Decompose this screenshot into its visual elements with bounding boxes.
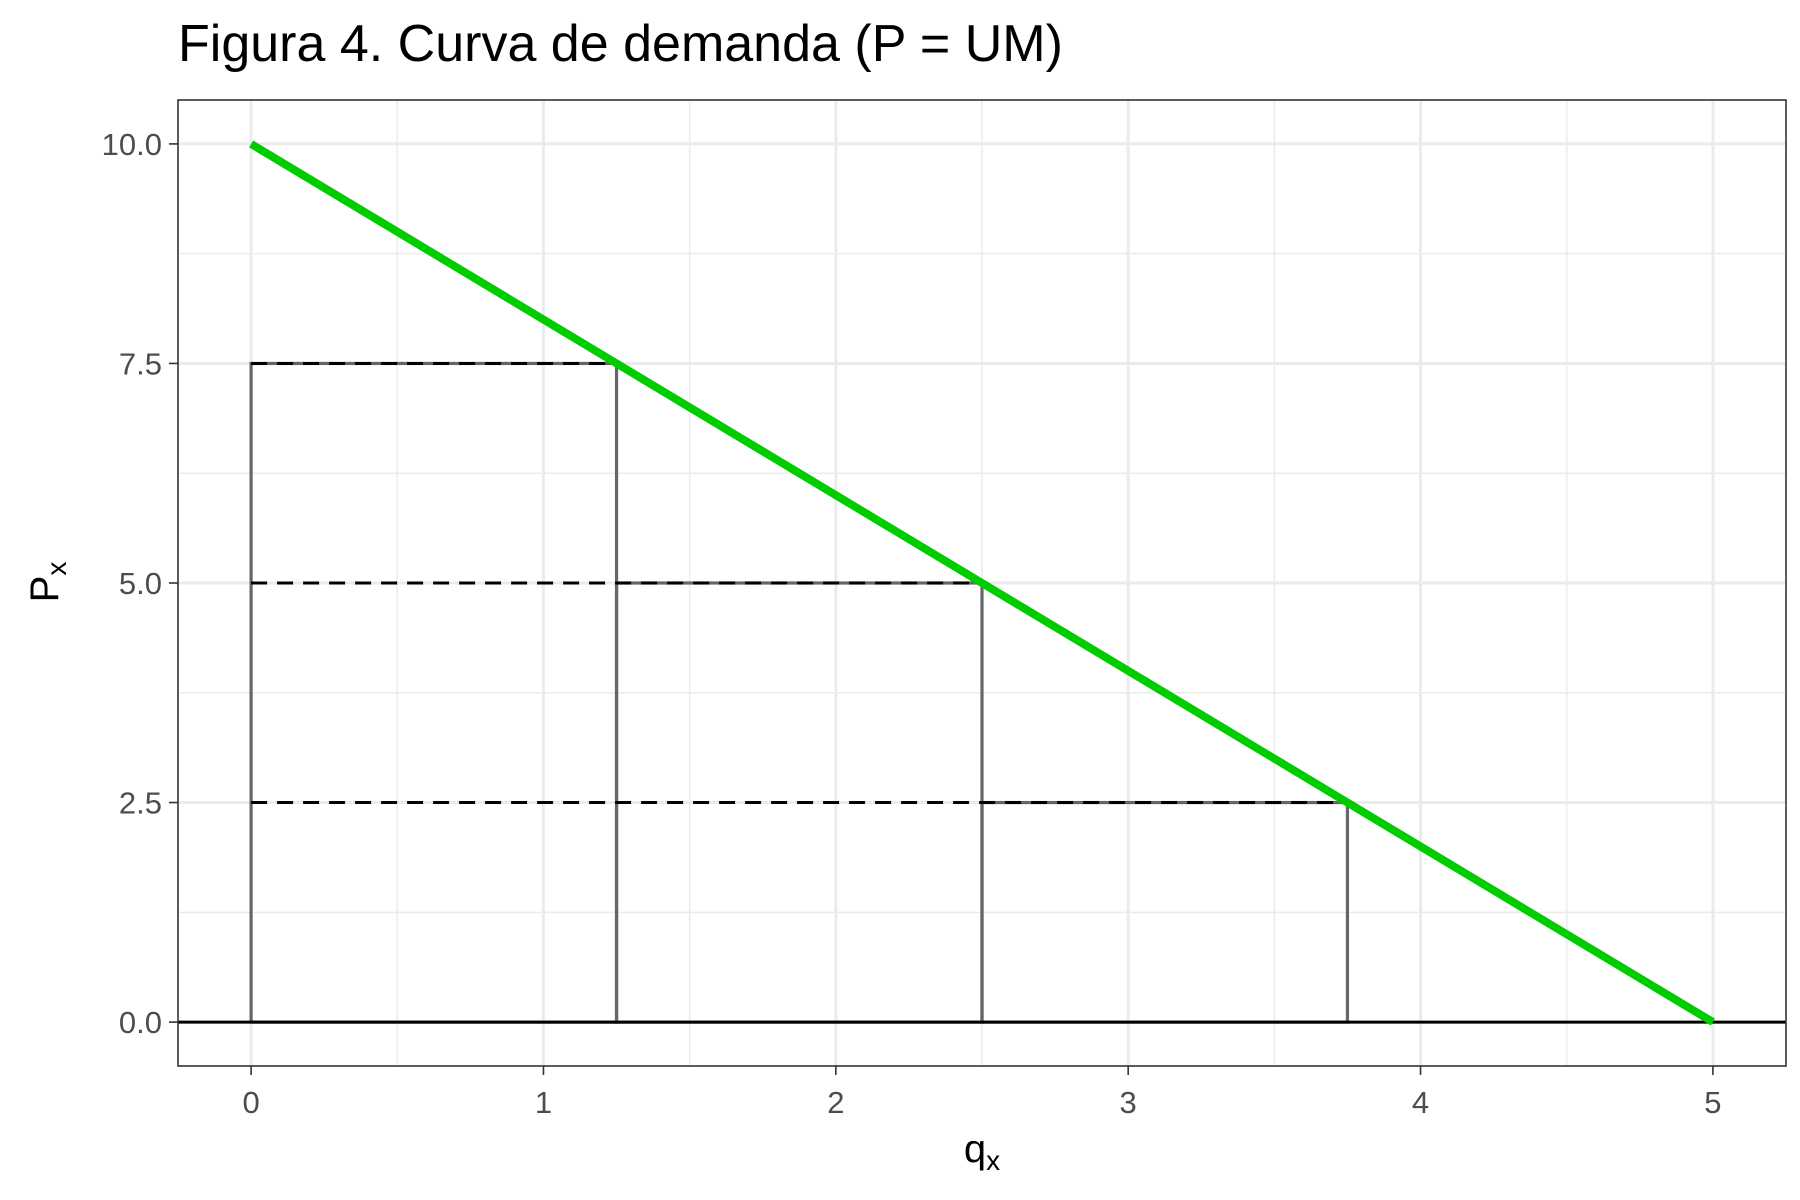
x-axis-title: qx: [964, 1127, 1000, 1176]
y-tick-label: 2.5: [119, 786, 162, 821]
x-axis-title-main: q: [964, 1127, 986, 1171]
y-tick-label: 10.0: [102, 127, 162, 162]
x-tick-label: 0: [242, 1085, 259, 1120]
x-tick-label: 5: [1704, 1085, 1721, 1120]
x-axis: 0 1 2 3 4 5: [242, 1066, 1722, 1120]
y-axis-title-sub: x: [41, 562, 72, 576]
x-tick-label: 4: [1412, 1085, 1429, 1120]
y-axis: 0.0 2.5 5.0 7.5 10.0: [102, 127, 178, 1040]
demand-curve-layer: [249, 140, 1715, 1026]
y-tick-label: 0.0: [119, 1005, 162, 1040]
x-axis-title-sub: x: [986, 1145, 1000, 1176]
y-axis-title: Px: [23, 562, 72, 603]
y-axis-title-main: P: [23, 576, 67, 603]
demand-curve-line: [249, 140, 1715, 1026]
chart-title: Figura 4. Curva de demanda (P = UM): [178, 15, 1063, 73]
x-tick-label: 2: [827, 1085, 844, 1120]
dashed-lines-layer: [251, 361, 1348, 805]
y-tick-label: 5.0: [119, 566, 162, 601]
x-tick-label: 1: [535, 1085, 552, 1120]
y-tick-label: 7.5: [119, 346, 162, 381]
x-tick-label: 3: [1120, 1085, 1137, 1120]
